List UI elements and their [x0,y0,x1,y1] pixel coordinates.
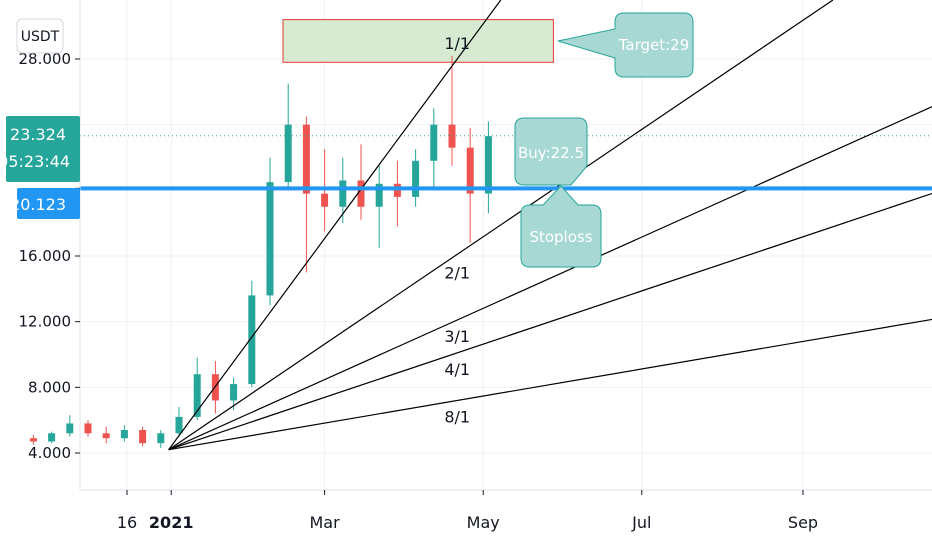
candle-body [284,124,292,183]
candle-body [120,430,128,439]
fan-label-1-1: 1/1 [444,34,470,53]
candle-body [393,183,401,197]
x-tick-label: May [467,513,500,532]
fan-ray-1-1[interactable] [168,0,502,451]
buy-callout-box [514,117,588,186]
x-tick-label: Jul [631,513,651,532]
fan-label-8-1: 8/1 [444,407,470,426]
y-axis[interactable]: 4.000 8.000 12.000 16.000 28.000 [19,0,81,490]
candle-body [175,416,183,434]
candle-body [375,183,383,207]
target-callout[interactable]: Target:29 [557,12,694,78]
x-axis[interactable]: 16 2021 Mar May Jul Sep [80,489,932,532]
target-callout-box [557,12,694,78]
candle-body [339,180,347,207]
fan-ray-8-1[interactable] [168,318,932,451]
candle-body [102,433,110,439]
candle-body [193,374,201,417]
candle-body [157,433,165,444]
fan-label-2-1: 2/1 [444,263,470,282]
fan-label-3-1: 3/1 [444,327,470,346]
y-tick-label: 12.000 [19,313,72,331]
x-tick-label: Sep [788,513,818,532]
stoploss-callout[interactable]: Stoploss [520,185,602,268]
candle-body [430,124,438,161]
y-tick-label: 4.000 [28,444,71,462]
candle-body [302,124,310,194]
candle-body [29,438,37,442]
candle-body [466,147,474,194]
candle-body [484,136,492,194]
fan-ray-3-1[interactable] [168,106,932,451]
buy-callout[interactable]: Buy:22.5 [514,117,588,186]
stoploss-callout-text: Stoploss [529,228,592,246]
candle-body [48,433,56,442]
candle-body [248,295,256,385]
callouts[interactable]: Target:29 Buy:22.5 Stoploss [514,12,694,268]
candle-body [357,180,365,207]
x-tick-label: 16 [117,513,137,532]
candle-body [266,182,274,296]
fan-ray-2-1[interactable] [168,0,834,451]
x-tick-label: Mar [310,513,341,532]
gann-fan[interactable]: 1/1 2/1 3/1 4/1 8/1 [168,0,932,451]
y-tick-label: 16.000 [19,247,72,265]
support-level-badge: 20.123 [10,188,80,219]
y-tick-label: 28.000 [19,50,72,68]
target-zone[interactable] [282,19,554,63]
candle-body [139,430,147,444]
countdown-value: 05:23:44 [0,152,70,171]
buy-callout-text: Buy:22.5 [518,144,584,162]
support-level-value: 20.123 [10,195,66,214]
y-tick-label: 8.000 [28,378,71,396]
currency-label: USDT [21,29,60,45]
candles [29,55,932,449]
target-zone-layer [282,19,554,63]
grid [80,0,932,490]
candle-body [230,384,238,401]
x-tick-label: 2021 [149,513,194,532]
candle-body [412,160,420,197]
last-price-value: 23.324 [10,125,66,144]
candle-body [84,423,92,434]
fan-ray-4-1[interactable] [168,192,932,451]
candle-body [321,193,329,207]
candle-body [66,423,74,434]
currency-badge[interactable]: USDT [16,18,64,54]
fan-label-4-1: 4/1 [444,360,470,379]
target-callout-text: Target:29 [618,36,690,54]
stoploss-callout-box [520,185,602,268]
last-price-badge: 23.324 05:23:44 [0,116,80,182]
